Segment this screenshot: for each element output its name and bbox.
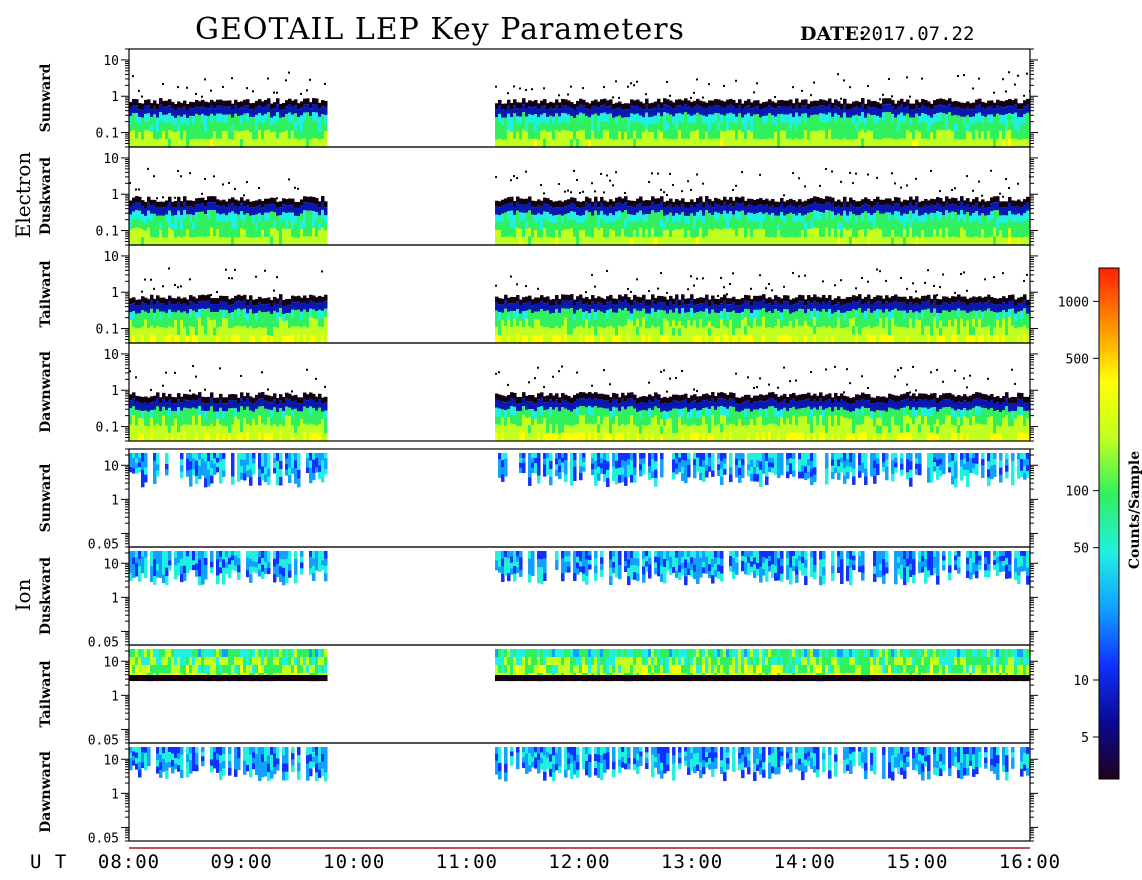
spectrogram-panels: 10 1 0.1 Sunward 10 1 0.1 Duskward 10 1 0.1 Tailwar… bbox=[38, 48, 1038, 847]
panel-frame bbox=[128, 742, 1031, 842]
y-tick-label: 10 bbox=[103, 54, 119, 69]
electron-duskward-panel: 10 1 0.1 Duskward bbox=[38, 146, 1038, 246]
ion-tailward-panel: 10 1 0.05 Tailward bbox=[38, 644, 1038, 749]
y-tick-label: 10 bbox=[103, 152, 119, 167]
group-label: Electron bbox=[11, 152, 35, 239]
y-tick-label: 10 bbox=[103, 250, 119, 265]
y-tick-label: 1 bbox=[111, 591, 119, 606]
time-tick-label: 08:00 bbox=[98, 851, 160, 873]
time-tick-label: 14:00 bbox=[774, 851, 836, 873]
electron-tailward-panel: 10 1 0.1 Tailward bbox=[38, 244, 1038, 344]
time-axis: U T 08:00 09:00 10:00 11:00 12:00 13:00 14:00 15… bbox=[30, 847, 1061, 873]
y-tick-label: 0.05 bbox=[88, 832, 119, 847]
ion-dawnward-panel: 10 1 0.05 Dawnward bbox=[38, 742, 1038, 847]
y-tick-label: 1 bbox=[111, 188, 119, 203]
colorbar-gradient bbox=[1098, 267, 1120, 780]
y-tick-label: 1 bbox=[111, 689, 119, 704]
panel-name-label: Sunward bbox=[38, 463, 54, 532]
y-tick-label: 10 bbox=[103, 459, 119, 474]
y-tick-label: 0.1 bbox=[96, 225, 119, 240]
panel-name-label: Sunward bbox=[38, 63, 54, 132]
electron-dawnward-panel: 10 1 0.1 Dawnward bbox=[38, 342, 1038, 442]
chart-title: GEOTAIL LEP Key Parameters bbox=[195, 12, 685, 47]
y-tick-label: 1 bbox=[111, 787, 119, 802]
date-value: 2017.07.22 bbox=[860, 23, 974, 45]
time-tick-label: 10:00 bbox=[323, 851, 385, 873]
panel-name-label: Dawnward bbox=[38, 751, 54, 833]
y-tick-label: 0.1 bbox=[96, 127, 119, 142]
y-tick-label: 1 bbox=[111, 286, 119, 301]
ion-duskward-panel: 10 1 0.05 Duskward bbox=[38, 546, 1038, 651]
panel-name-label: Tailward bbox=[38, 260, 54, 327]
panel-name-label: Duskward bbox=[38, 157, 54, 235]
group-label: Ion bbox=[11, 578, 35, 611]
group-labels: Electron Ion bbox=[11, 152, 35, 612]
colorbar-tick-label: 500 bbox=[1066, 352, 1089, 367]
panel-name-label: Dawnward bbox=[38, 351, 54, 433]
y-tick-label: 10 bbox=[103, 753, 119, 768]
panel-name-label: Duskward bbox=[38, 557, 54, 635]
y-tick-label: 1 bbox=[111, 90, 119, 105]
colorbar-tick-label: 100 bbox=[1066, 485, 1089, 500]
time-tick-label: 12:00 bbox=[548, 851, 610, 873]
colorbar-tick-label: 5 bbox=[1081, 731, 1089, 746]
colorbar-tick-label: 10 bbox=[1073, 674, 1089, 689]
colorbar: 1000 500 100 50 10 5 Counts/Sample bbox=[1058, 267, 1142, 780]
time-tick-label: 11:00 bbox=[436, 851, 498, 873]
colorbar-title: Counts/Sample bbox=[1127, 451, 1142, 569]
colorbar-tick-label: 1000 bbox=[1058, 295, 1089, 310]
y-tick-label: 0.05 bbox=[88, 538, 119, 553]
ut-label: U T bbox=[30, 851, 67, 873]
y-tick-label: 10 bbox=[103, 655, 119, 670]
ion-sunward-panel: 10 1 0.05 Sunward bbox=[38, 448, 1038, 553]
y-tick-label: 1 bbox=[111, 384, 119, 399]
y-tick-label: 10 bbox=[103, 557, 119, 572]
time-tick-label: 15:00 bbox=[886, 851, 948, 873]
electron-sunward-panel: 10 1 0.1 Sunward bbox=[38, 48, 1038, 148]
y-tick-label: 0.1 bbox=[96, 323, 119, 338]
colorbar-tick-label: 50 bbox=[1073, 542, 1089, 557]
time-tick-label: 16:00 bbox=[999, 851, 1061, 873]
time-tick-label: 09:00 bbox=[211, 851, 273, 873]
y-tick-label: 0.05 bbox=[88, 636, 119, 651]
y-tick-label: 1 bbox=[111, 493, 119, 508]
date-label: DATE: bbox=[800, 23, 866, 45]
panel-name-label: Tailward bbox=[38, 660, 54, 727]
y-tick-label: 10 bbox=[103, 348, 119, 363]
y-tick-label: 0.05 bbox=[88, 734, 119, 749]
y-tick-label: 0.1 bbox=[96, 421, 119, 436]
time-tick-label: 13:00 bbox=[661, 851, 723, 873]
